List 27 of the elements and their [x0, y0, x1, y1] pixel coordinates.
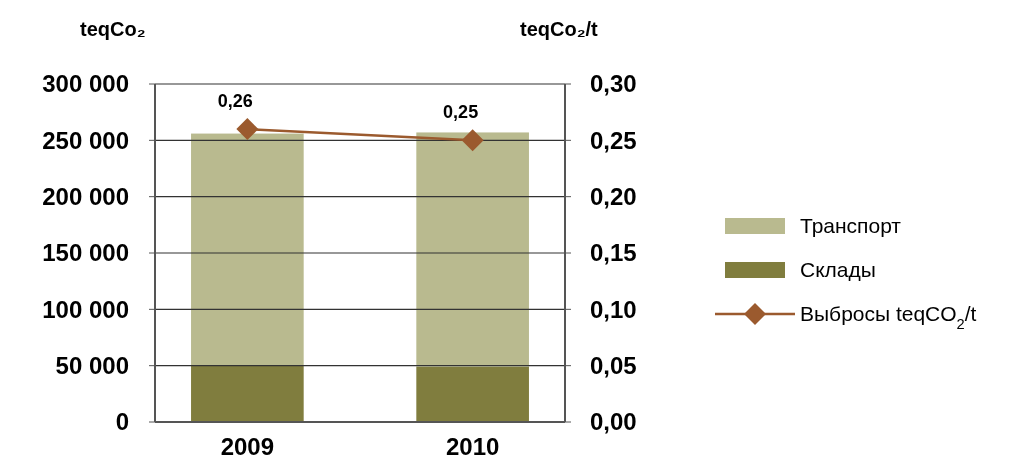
y2-tick-label: 0,25 [590, 126, 637, 154]
bar [416, 132, 529, 367]
y-tick-label: 50 000 [55, 352, 129, 380]
y-axis-title: teqCo₂ [80, 18, 146, 40]
y2-tick-label: 0,05 [590, 352, 637, 380]
y2-tick-label: 0,20 [590, 183, 637, 211]
data-label: 0,26 [217, 91, 253, 112]
y-tick-label: 150 000 [42, 239, 129, 267]
legend-label: Транспорт [800, 214, 902, 238]
x-tick-label: 2010 [445, 433, 500, 460]
legend-label: Склады [800, 258, 876, 282]
y-tick-label: 0 [115, 408, 129, 436]
legend-label: Выбросы teqCO$_{2}$/t [800, 302, 977, 333]
y2-tick-label: 0,10 [590, 295, 637, 323]
bar [191, 365, 304, 422]
y2-tick-label: 0,00 [590, 408, 637, 436]
y-tick-label: 250 000 [42, 126, 129, 154]
y2-axis-title: teqCo₂/t [520, 18, 599, 40]
y-tick-label: 300 000 [42, 70, 129, 98]
bar [191, 133, 304, 366]
y-tick-label: 100 000 [42, 295, 129, 323]
y2-tick-label: 0,30 [590, 70, 637, 98]
bar [416, 366, 529, 422]
data-label: 0,25 [443, 102, 479, 123]
x-tick-label: 2009 [220, 433, 275, 460]
y-tick-label: 200 000 [42, 183, 129, 211]
y2-tick-label: 0,15 [590, 239, 637, 267]
